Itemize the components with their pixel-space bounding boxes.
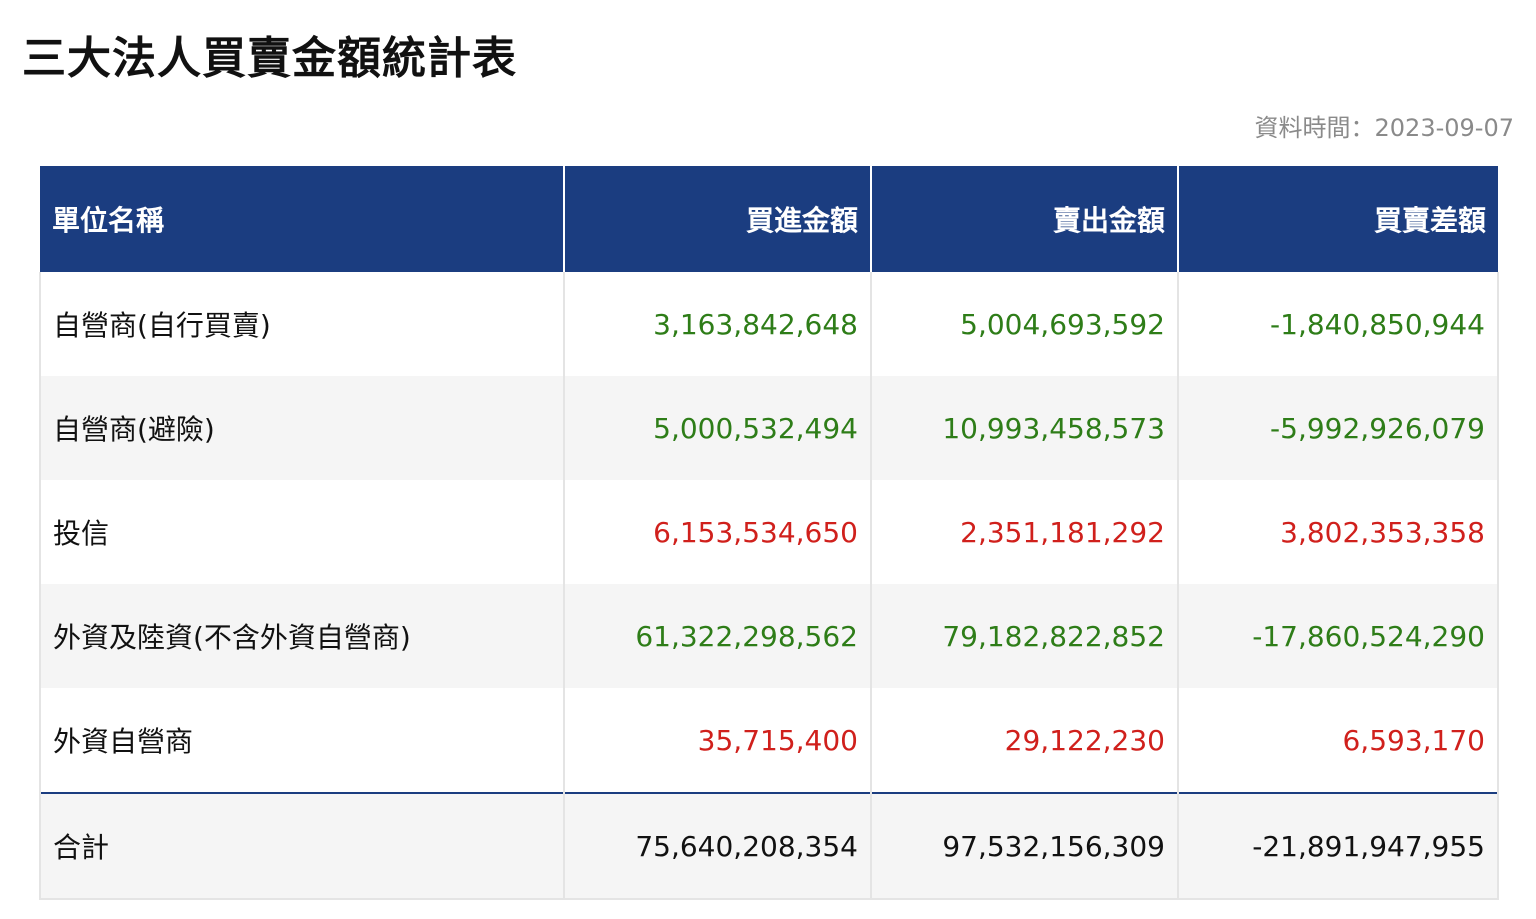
table-row: 投信 6,153,534,650 2,351,181,292 3,802,353… (39, 480, 1499, 584)
table-row: 自營商(避險) 5,000,532,494 10,993,458,573 -5,… (39, 376, 1499, 480)
cell-buy-amount: 5,000,532,494 (564, 376, 872, 480)
cell-total-label: 合計 (39, 792, 565, 900)
header-net-amount: 買賣差額 (1178, 166, 1498, 272)
header-sell-amount: 賣出金額 (871, 166, 1179, 272)
cell-unit-name: 自營商(自行買賣) (39, 272, 565, 376)
cell-buy-amount: 61,322,298,562 (564, 584, 872, 688)
stats-table-container: 單位名稱 買進金額 賣出金額 買賣差額 自營商(自行買賣) 3,163,842,… (39, 166, 1499, 900)
cell-net-amount: -1,840,850,944 (1178, 272, 1499, 376)
cell-net-amount: -17,860,524,290 (1178, 584, 1499, 688)
table-row: 外資自營商 35,715,400 29,122,230 6,593,170 (39, 688, 1499, 793)
header-unit-name: 單位名稱 (40, 166, 565, 272)
cell-sell-amount: 79,182,822,852 (871, 584, 1179, 688)
cell-buy-amount: 6,153,534,650 (564, 480, 872, 584)
cell-sell-amount: 5,004,693,592 (871, 272, 1179, 376)
page-title: 三大法人買賣金額統計表 (22, 33, 517, 84)
cell-total-net: -21,891,947,955 (1178, 792, 1499, 900)
header-buy-amount: 買進金額 (564, 166, 872, 272)
cell-net-amount: 6,593,170 (1178, 688, 1499, 793)
table-row: 外資及陸資(不含外資自營商) 61,322,298,562 79,182,822… (39, 584, 1499, 688)
cell-unit-name: 自營商(避險) (39, 376, 565, 480)
cell-unit-name: 外資及陸資(不含外資自營商) (39, 584, 565, 688)
cell-buy-amount: 3,163,842,648 (564, 272, 872, 376)
cell-unit-name: 投信 (39, 480, 565, 584)
cell-sell-amount: 2,351,181,292 (871, 480, 1179, 584)
cell-total-sell: 97,532,156,309 (871, 792, 1179, 900)
cell-buy-amount: 35,715,400 (564, 688, 872, 793)
table-row: 自營商(自行買賣) 3,163,842,648 5,004,693,592 -1… (39, 272, 1499, 376)
cell-sell-amount: 29,122,230 (871, 688, 1179, 793)
cell-net-amount: 3,802,353,358 (1178, 480, 1499, 584)
data-time: 資料時間：2023-09-07 (1254, 114, 1514, 142)
cell-net-amount: -5,992,926,079 (1178, 376, 1499, 480)
institutional-trading-table: 單位名稱 買進金額 賣出金額 買賣差額 自營商(自行買賣) 3,163,842,… (39, 166, 1499, 900)
table-header-row: 單位名稱 買進金額 賣出金額 買賣差額 (40, 166, 1498, 272)
table-total-row: 合計 75,640,208,354 97,532,156,309 -21,891… (39, 792, 1499, 900)
cell-unit-name: 外資自營商 (39, 688, 565, 793)
cell-sell-amount: 10,993,458,573 (871, 376, 1179, 480)
cell-total-buy: 75,640,208,354 (564, 792, 872, 900)
